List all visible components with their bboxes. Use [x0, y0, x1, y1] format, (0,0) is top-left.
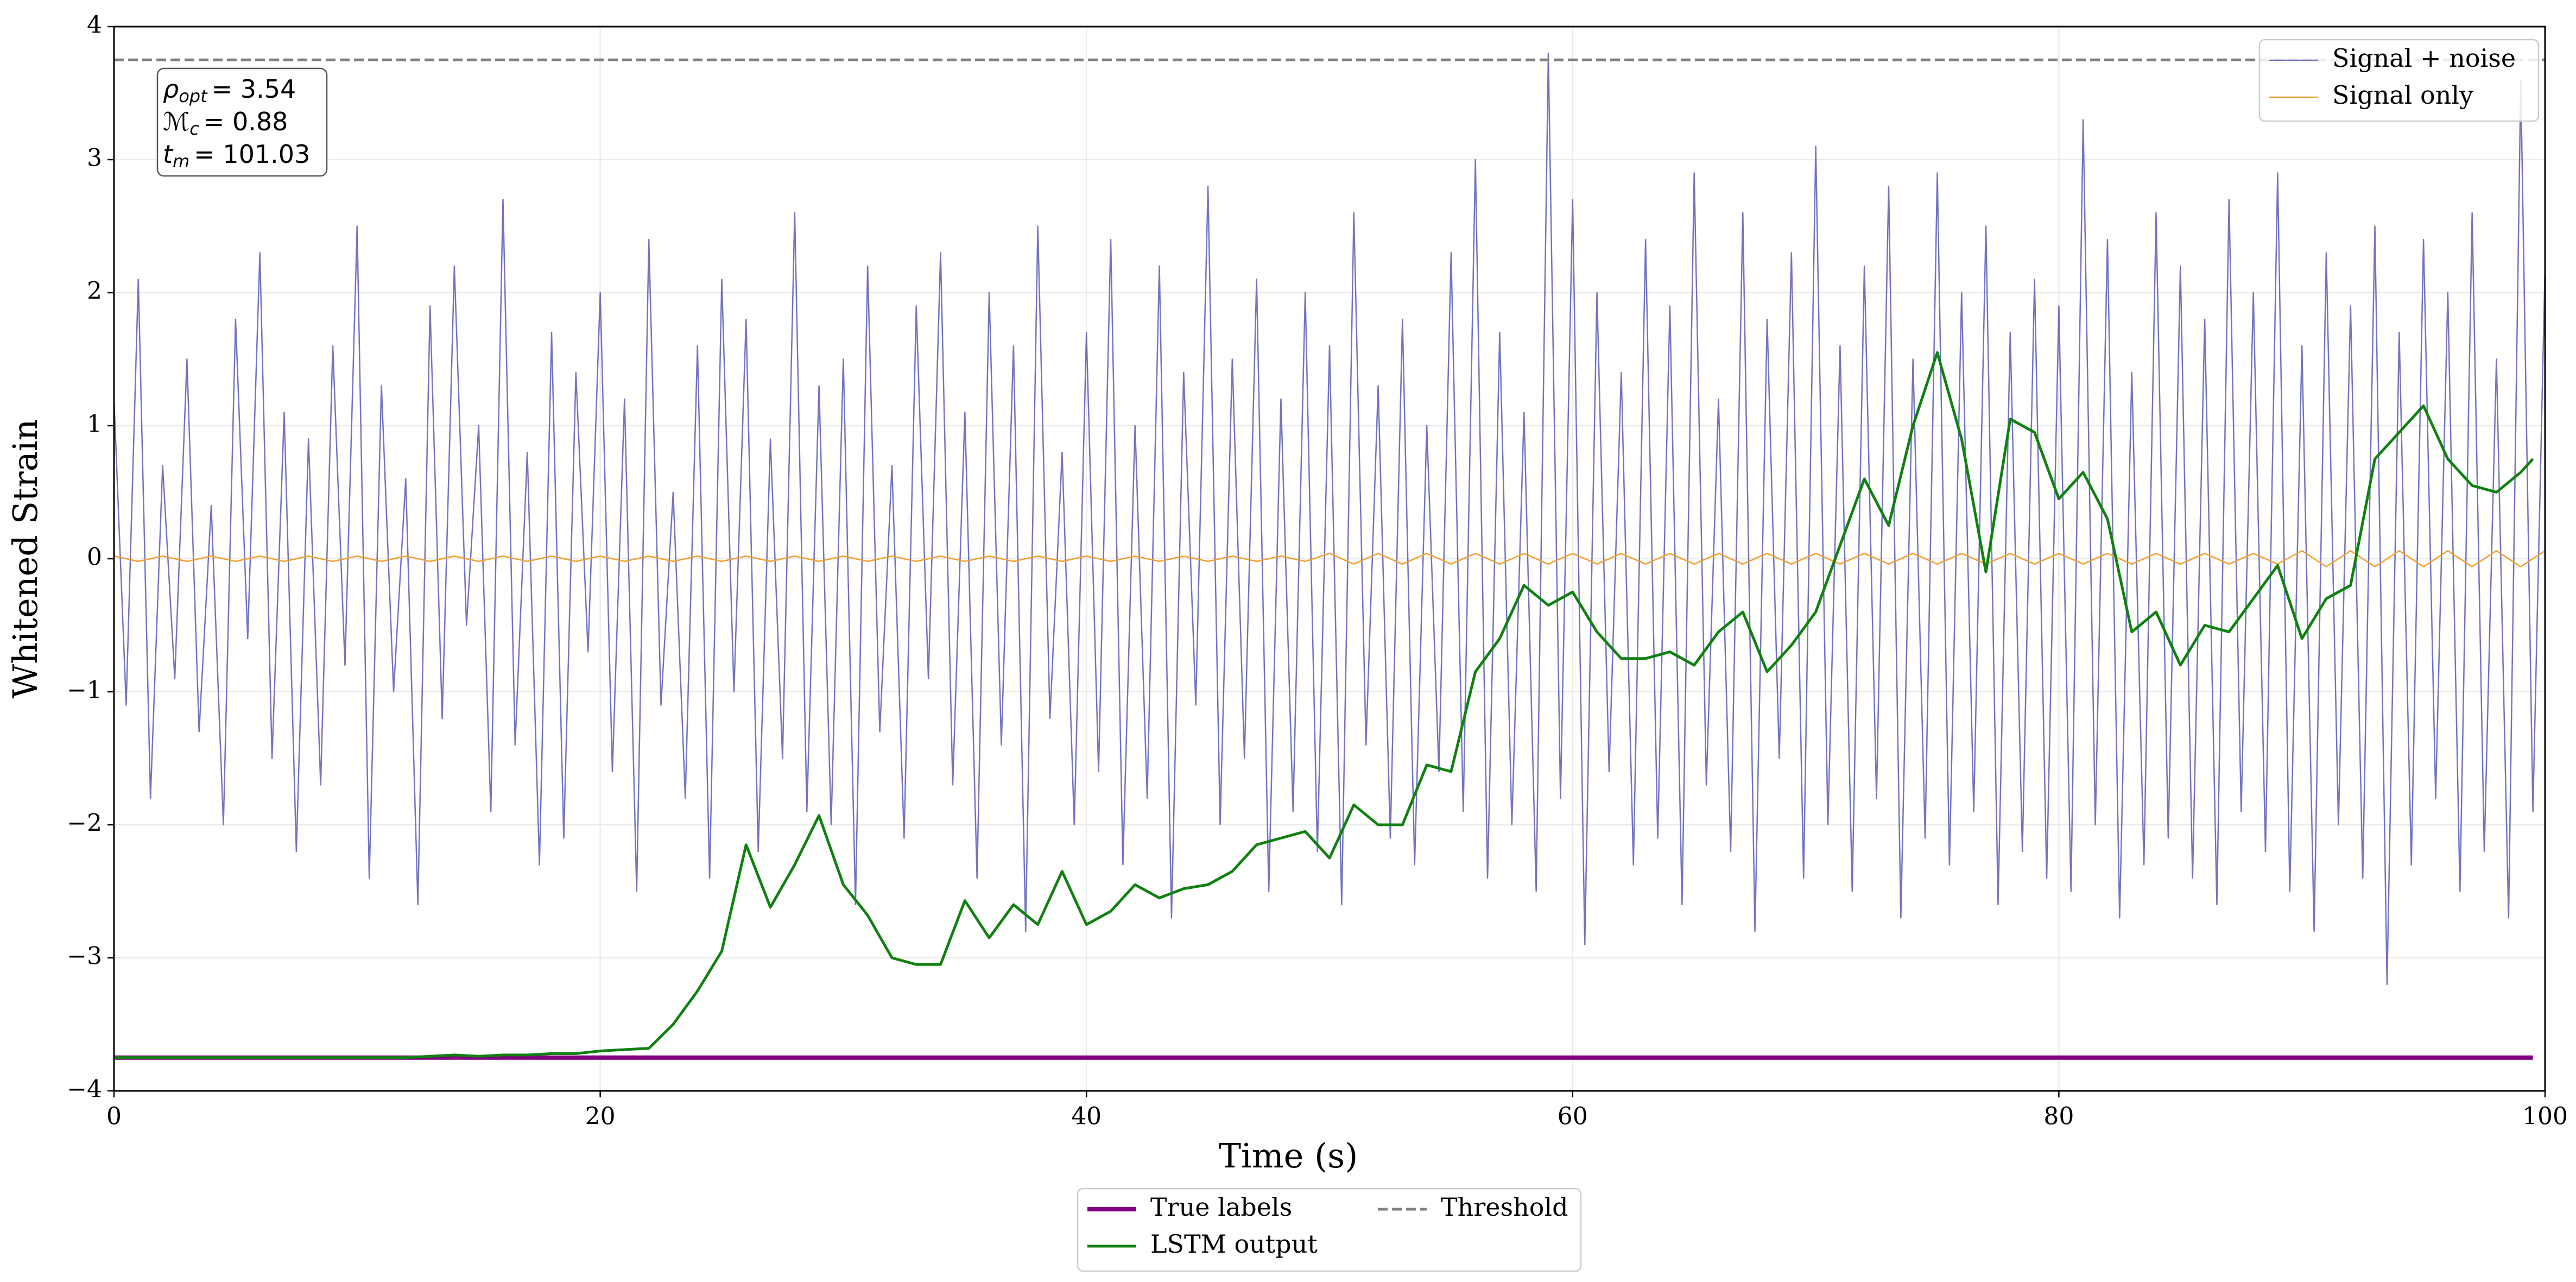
annotation-subscript: m	[173, 151, 189, 172]
legend-label: LSTM output	[1150, 1229, 1318, 1259]
y-tick-label: −2	[67, 810, 102, 837]
annotation: tm = 101.03	[163, 140, 310, 172]
legend-frame	[1077, 1188, 1582, 1272]
annotation: ℳc = 0.88	[163, 107, 288, 140]
y-tick-label: −3	[67, 943, 102, 970]
annotation-text: = 101.03	[194, 140, 310, 169]
legend-frame	[2258, 39, 2540, 122]
y-tick-label: −4	[67, 1076, 102, 1103]
x-tick-label: 60	[1558, 1103, 1588, 1131]
legend-label: Threshold	[1441, 1192, 1568, 1222]
x-axis-label: Time (s)	[1219, 1136, 1358, 1176]
annotation-text: = 0.88	[204, 107, 288, 136]
series-line	[114, 52, 2545, 986]
annotation-symbol: ρ	[163, 74, 179, 104]
annotation-text: = 3.54	[212, 74, 296, 104]
legend-label: True labels	[1150, 1192, 1292, 1222]
x-tick-label: 20	[585, 1103, 616, 1131]
y-tick-label: 4	[87, 11, 102, 39]
legend: True labels LSTM output Threshold	[1077, 1188, 1582, 1272]
annotation-subscript: opt	[179, 86, 208, 106]
annotation-symbol: ℳ	[163, 107, 189, 136]
annotation: ρopt = 3.54	[163, 74, 296, 107]
legend: Signal + noise Signal only	[2258, 39, 2540, 122]
x-tick-label: 40	[1071, 1103, 1102, 1131]
annotation-subscript: c	[189, 118, 199, 139]
y-tick-label: −1	[67, 677, 102, 704]
series-line	[114, 550, 2545, 567]
y-tick-label: 3	[87, 144, 102, 172]
annotation-frame	[156, 67, 328, 177]
annotation-symbol: t	[163, 140, 174, 169]
x-tick-label: 0	[106, 1103, 122, 1131]
x-tick-label: 100	[2522, 1103, 2568, 1131]
legend-label: Signal only	[2332, 80, 2473, 110]
series-line	[114, 351, 2534, 1059]
legend-label: Signal + noise	[2332, 43, 2516, 73]
y-axis-label: Whitened Strain	[5, 419, 45, 699]
axes-frame	[113, 26, 2546, 1092]
y-tick-label: 2	[87, 277, 102, 305]
y-tick-label: 0	[87, 544, 102, 571]
x-tick-label: 80	[2043, 1103, 2074, 1131]
y-tick-label: 1	[87, 411, 102, 438]
